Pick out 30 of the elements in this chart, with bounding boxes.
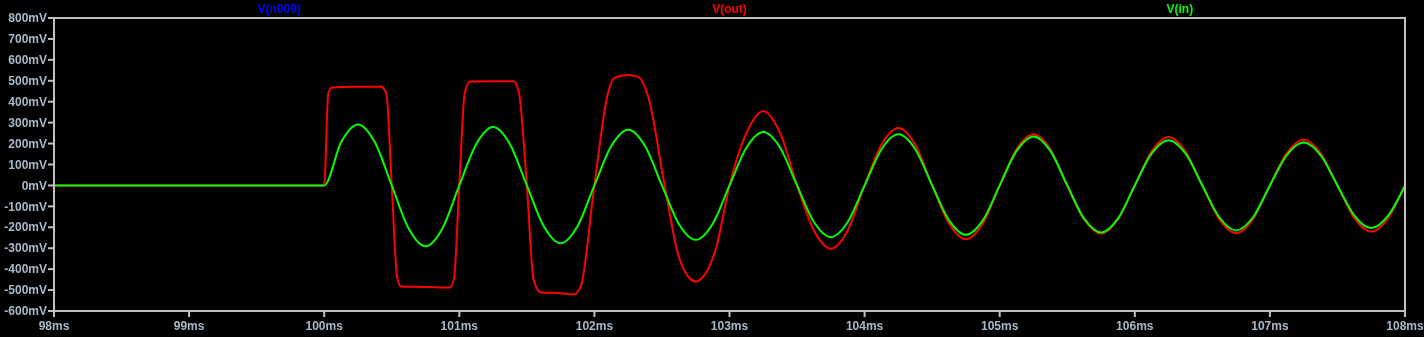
x-tick-label: 102ms bbox=[575, 319, 614, 333]
y-tick-label: 400mV bbox=[8, 94, 47, 109]
y-tick-label: 0mV bbox=[21, 178, 47, 193]
legend-label: V(n009) bbox=[257, 2, 301, 16]
x-tick-label: 104ms bbox=[845, 319, 884, 333]
x-tick-label: 107ms bbox=[1251, 319, 1289, 333]
text: V(out) bbox=[712, 2, 747, 16]
y-tick-label: 100mV bbox=[8, 157, 47, 172]
y-tick-label: -400mV bbox=[4, 262, 47, 277]
x-tick-label: 100ms bbox=[305, 319, 344, 333]
y-tick-label: 300mV bbox=[8, 115, 47, 130]
x-tick-label: 103ms bbox=[710, 319, 749, 333]
y-tick-label: -100mV bbox=[4, 199, 47, 214]
x-tick-label: 98ms bbox=[38, 319, 70, 333]
y-tick-label: 200mV bbox=[8, 136, 47, 151]
y-tick-label: -600mV bbox=[4, 304, 47, 319]
y-tick-label: -300mV bbox=[4, 241, 47, 256]
x-tick-label: 105ms bbox=[981, 319, 1019, 333]
y-tick-label: 500mV bbox=[8, 73, 47, 88]
y-tick-label: 800mV bbox=[8, 11, 47, 26]
y-tick-label: 700mV bbox=[8, 32, 47, 47]
line-series bbox=[53, 123, 1406, 248]
y-tick-label: 600mV bbox=[8, 53, 47, 68]
x-tick-label: 101ms bbox=[440, 319, 479, 333]
x-tick-label: 108ms bbox=[1386, 319, 1424, 333]
x-tick-label: 99ms bbox=[173, 319, 205, 333]
y-tick-label: -200mV bbox=[4, 220, 47, 235]
x-tick-label: 106ms bbox=[1116, 319, 1154, 333]
text: V(in) bbox=[1166, 2, 1194, 16]
y-tick-label: -500mV bbox=[4, 283, 47, 298]
